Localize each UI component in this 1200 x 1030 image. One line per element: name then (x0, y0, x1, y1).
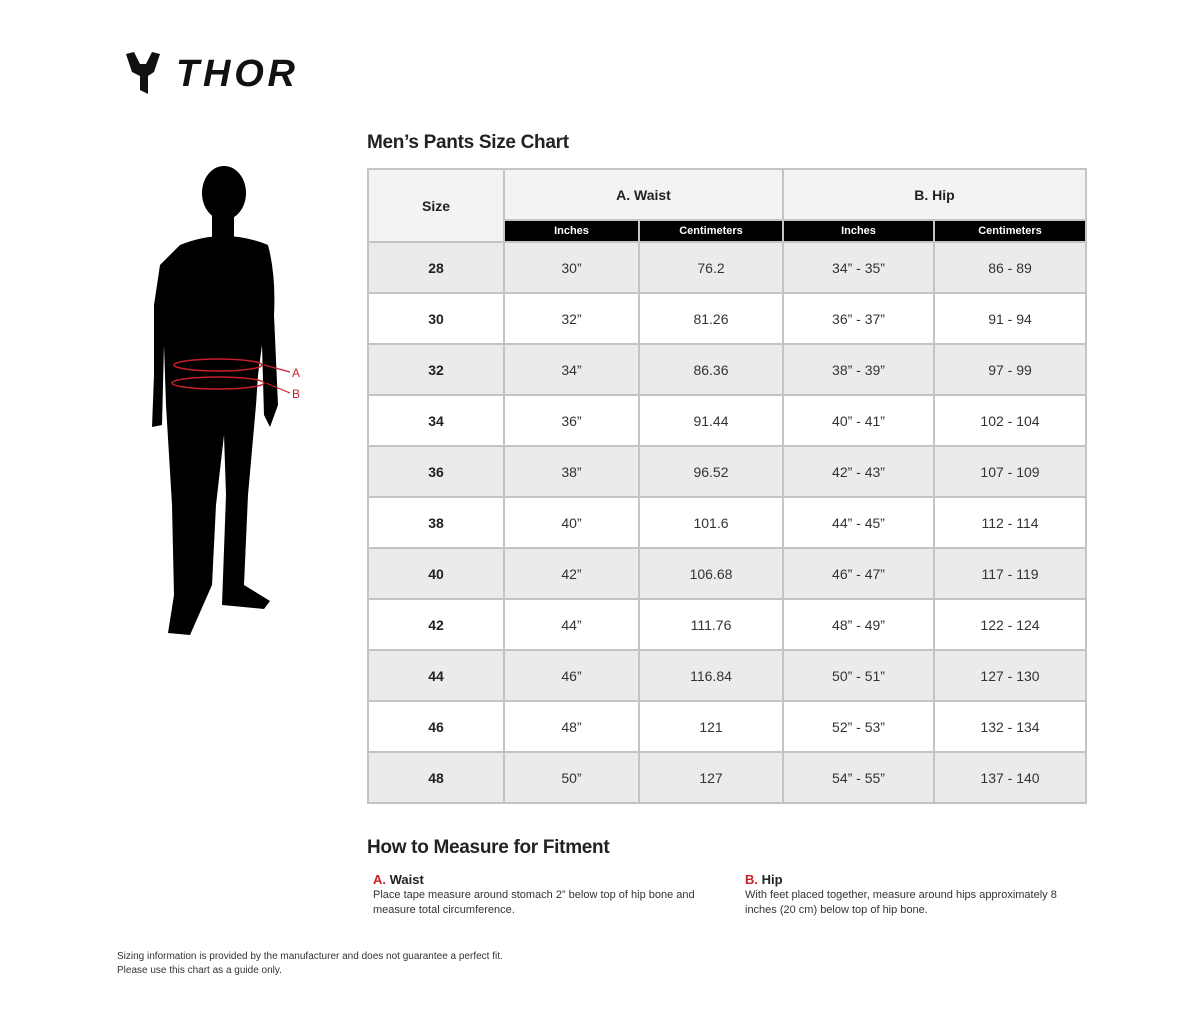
value-cell: 44” - 45” (782, 496, 935, 549)
waist-text: Place tape measure around stomach 2” bel… (373, 889, 695, 916)
size-cell: 30 (367, 292, 505, 345)
value-cell: 54” - 55” (782, 751, 935, 804)
svg-text:THOR: THOR (176, 53, 296, 94)
size-cell: 38 (367, 496, 505, 549)
body-silhouette: A B (140, 165, 320, 650)
value-cell: 36” - 37” (782, 292, 935, 345)
size-cell: 42 (367, 598, 505, 651)
value-cell: 107 - 109 (933, 445, 1087, 498)
disclaimer-line: Sizing information is provided by the ma… (117, 951, 503, 962)
value-cell: 97 - 99 (933, 343, 1087, 396)
measure-hip: B. Hip With feet placed together, measur… (745, 872, 1075, 918)
size-cell: 48 (367, 751, 505, 804)
table-row: 42 44” 111.76 48” - 49” 122 - 124 (367, 598, 1087, 651)
value-cell: 101.6 (638, 496, 784, 549)
value-cell: 122 - 124 (933, 598, 1087, 651)
table-row: 46 48” 121 52” - 53” 132 - 134 (367, 700, 1087, 753)
value-cell: 34” - 35” (782, 241, 935, 294)
value-cell: 32” (503, 292, 640, 345)
value-cell: 121 (638, 700, 784, 753)
value-cell: 48” (503, 700, 640, 753)
table-row: 48 50” 127 54” - 55” 137 - 140 (367, 751, 1087, 804)
size-cell: 40 (367, 547, 505, 600)
value-cell: 46” - 47” (782, 547, 935, 600)
value-cell: 38” (503, 445, 640, 498)
value-cell: 86 - 89 (933, 241, 1087, 294)
table-row: 30 32” 81.26 36” - 37” 91 - 94 (367, 292, 1087, 345)
value-cell: 76.2 (638, 241, 784, 294)
disclaimer-line: Please use this chart as a guide only. (117, 965, 282, 976)
hip-letter: B. (745, 872, 758, 887)
label-b: B (292, 387, 300, 401)
hip-header: B. Hip (782, 168, 1087, 221)
subheader: Centimeters (933, 219, 1087, 243)
subheader: Centimeters (638, 219, 784, 243)
disclaimer: Sizing information is provided by the ma… (117, 950, 503, 978)
size-cell: 44 (367, 649, 505, 702)
table-row: 44 46” 116.84 50” - 51” 127 - 130 (367, 649, 1087, 702)
size-chart-table: Size A. Waist B. Hip Inches Centimeters … (367, 168, 1087, 804)
value-cell: 127 - 130 (933, 649, 1087, 702)
value-cell: 48” - 49” (782, 598, 935, 651)
size-cell: 28 (367, 241, 505, 294)
value-cell: 46” (503, 649, 640, 702)
value-cell: 132 - 134 (933, 700, 1087, 753)
value-cell: 30” (503, 241, 640, 294)
size-header: Size (367, 168, 505, 243)
value-cell: 40” - 41” (782, 394, 935, 447)
value-cell: 44” (503, 598, 640, 651)
measure-waist: A. Waist Place tape measure around stoma… (373, 872, 713, 918)
subheader: Inches (503, 219, 640, 243)
value-cell: 102 - 104 (933, 394, 1087, 447)
label-a: A (292, 366, 300, 380)
subheader: Inches (782, 219, 935, 243)
value-cell: 116.84 (638, 649, 784, 702)
waist-name: Waist (389, 872, 424, 887)
value-cell: 112 - 114 (933, 496, 1087, 549)
size-cell: 46 (367, 700, 505, 753)
value-cell: 127 (638, 751, 784, 804)
thor-logo: THOR (124, 50, 300, 99)
value-cell: 81.26 (638, 292, 784, 345)
table-row: 28 30” 76.2 34” - 35” 86 - 89 (367, 241, 1087, 294)
value-cell: 36” (503, 394, 640, 447)
value-cell: 86.36 (638, 343, 784, 396)
value-cell: 40” (503, 496, 640, 549)
value-cell: 52” - 53” (782, 700, 935, 753)
value-cell: 38” - 39” (782, 343, 935, 396)
value-cell: 91.44 (638, 394, 784, 447)
value-cell: 50” - 51” (782, 649, 935, 702)
size-cell: 32 (367, 343, 505, 396)
size-cell: 34 (367, 394, 505, 447)
value-cell: 106.68 (638, 547, 784, 600)
table-row: 34 36” 91.44 40” - 41” 102 - 104 (367, 394, 1087, 447)
value-cell: 137 - 140 (933, 751, 1087, 804)
value-cell: 42” (503, 547, 640, 600)
table-row: 32 34” 86.36 38” - 39” 97 - 99 (367, 343, 1087, 396)
page-title: Men’s Pants Size Chart (367, 132, 569, 153)
waist-header: A. Waist (503, 168, 784, 221)
value-cell: 91 - 94 (933, 292, 1087, 345)
value-cell: 34” (503, 343, 640, 396)
hip-text: With feet placed together, measure aroun… (745, 889, 1057, 916)
table-row: 40 42” 106.68 46” - 47” 117 - 119 (367, 547, 1087, 600)
value-cell: 50” (503, 751, 640, 804)
measure-title: How to Measure for Fitment (367, 837, 610, 858)
value-cell: 117 - 119 (933, 547, 1087, 600)
waist-letter: A. (373, 872, 386, 887)
size-cell: 36 (367, 445, 505, 498)
table-row: 38 40” 101.6 44” - 45” 112 - 114 (367, 496, 1087, 549)
value-cell: 96.52 (638, 445, 784, 498)
value-cell: 42” - 43” (782, 445, 935, 498)
value-cell: 111.76 (638, 598, 784, 651)
table-row: 36 38” 96.52 42” - 43” 107 - 109 (367, 445, 1087, 498)
hip-name: Hip (761, 872, 783, 887)
